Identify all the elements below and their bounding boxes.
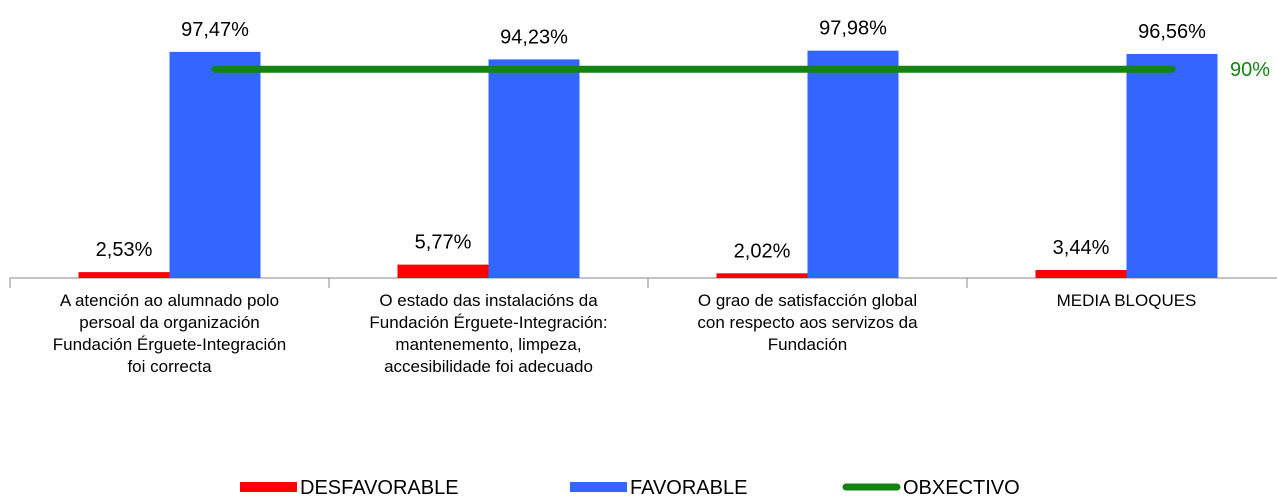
bar <box>169 51 261 278</box>
x-tick-label: O estado das instalacións da Fundación É… <box>369 291 608 376</box>
legend-label: DESFAVORABLE <box>300 477 459 499</box>
legend-label: OBXECTIVO <box>903 477 1020 499</box>
bar <box>807 50 899 278</box>
bar <box>488 59 580 278</box>
value-label: 5,77% <box>415 232 472 254</box>
value-label: 2,02% <box>734 240 791 262</box>
bar <box>1035 270 1127 278</box>
x-tick-label: O grao de satisfacción global con respec… <box>697 291 918 354</box>
bar <box>78 272 170 278</box>
bar <box>397 264 489 278</box>
value-label: 2,53% <box>96 239 153 261</box>
value-label: 97,47% <box>181 19 249 41</box>
value-label: 94,23% <box>500 26 568 48</box>
x-tick-label: MEDIA BLOQUES <box>1056 291 1197 310</box>
bar <box>1126 53 1218 278</box>
bar <box>716 273 808 278</box>
legend-label: FAVORABLE <box>630 477 747 499</box>
line-label: 90% <box>1230 59 1270 81</box>
legend-swatch <box>570 482 627 492</box>
value-label: 3,44% <box>1053 237 1110 259</box>
value-label: 96,56% <box>1138 21 1206 43</box>
legend-swatch <box>240 482 297 492</box>
x-tick-label: A atención ao alumnado polo persoal da o… <box>52 291 287 376</box>
value-label: 97,98% <box>819 18 887 40</box>
